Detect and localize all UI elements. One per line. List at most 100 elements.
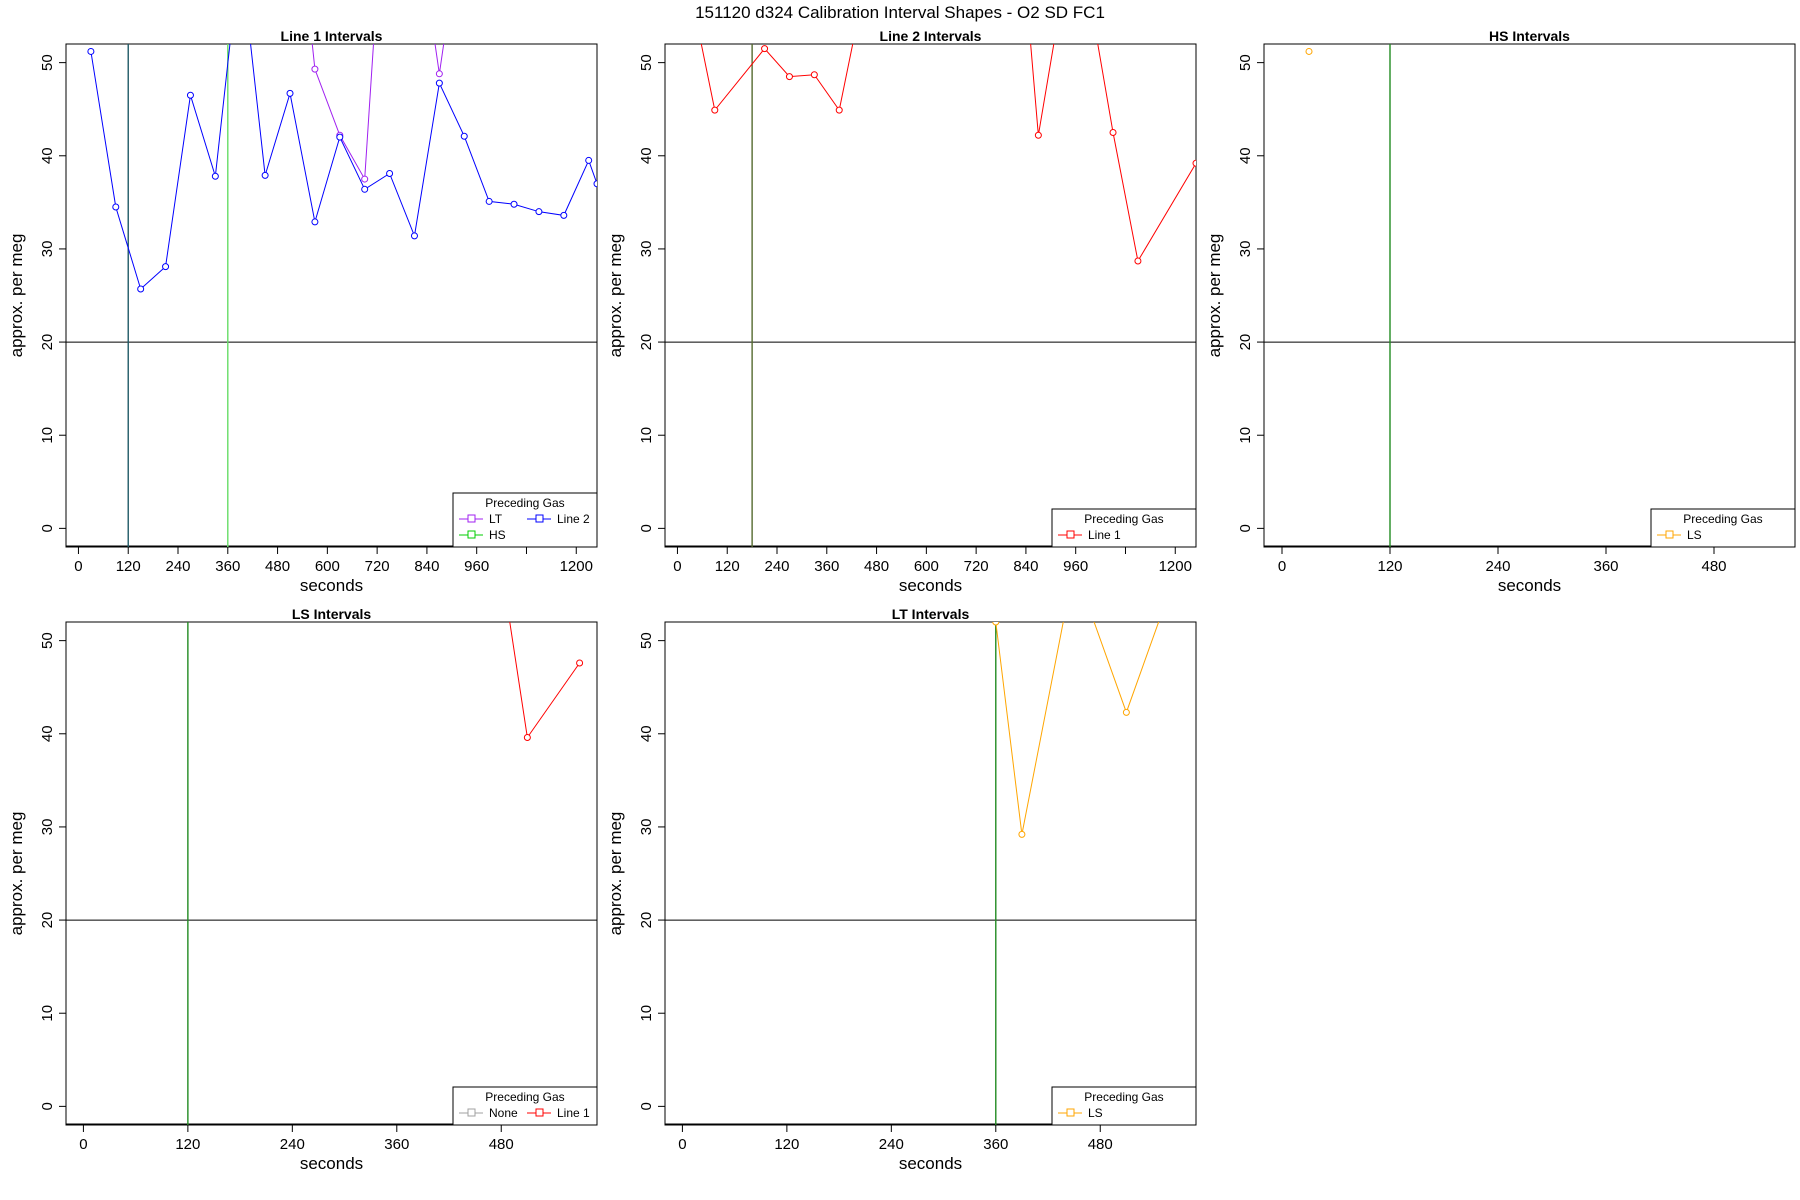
y-axis-label: approx. per meg xyxy=(606,234,625,358)
x-tick-label: 840 xyxy=(1013,558,1038,575)
legend-entry-label: None xyxy=(489,1106,518,1120)
legend-swatch-marker xyxy=(1665,530,1674,539)
y-tick-label: 20 xyxy=(638,912,655,929)
series-line-line-2 xyxy=(90,44,597,290)
legend: Preceding Gas LS xyxy=(1650,508,1796,548)
data-point xyxy=(992,622,1000,626)
x-tick-label: 720 xyxy=(964,558,989,575)
legend-swatch-marker xyxy=(467,530,476,539)
y-tick-label: 20 xyxy=(39,334,56,351)
chart-panel-2: Line 2 Intervals 0 120 240 360 480 600 720 840 96… xyxy=(606,28,1197,595)
x-tick-label: 960 xyxy=(1063,558,1088,575)
y-tick-label: 50 xyxy=(39,632,56,649)
data-point xyxy=(485,197,493,205)
legend-title: Preceding Gas xyxy=(1084,512,1163,526)
data-point xyxy=(410,232,418,240)
data-point xyxy=(523,734,531,742)
x-tick-label: 1200 xyxy=(560,558,593,575)
data-point xyxy=(761,45,769,53)
data-point xyxy=(510,200,518,208)
data-point xyxy=(361,175,369,183)
x-tick-label: 840 xyxy=(414,558,439,575)
legend-title: Preceding Gas xyxy=(1084,1090,1163,1104)
series-line-ls xyxy=(995,622,1160,835)
data-point xyxy=(386,169,394,177)
x-axis-label: seconds xyxy=(899,576,962,595)
series-line-line-1 xyxy=(700,44,1196,263)
y-tick-label: 30 xyxy=(638,241,655,258)
y-tick-label: 20 xyxy=(1237,334,1254,351)
x-tick-label: 240 xyxy=(764,558,789,575)
series-line-line-1 xyxy=(509,622,580,739)
series-group xyxy=(87,44,597,293)
panel-title: HS Intervals xyxy=(1489,28,1570,44)
x-tick-label: 1200 xyxy=(1159,558,1192,575)
x-axis-label: seconds xyxy=(899,1154,962,1173)
chart-panel-4: LS Intervals 0 120 240 360 480 0 10 20 30 40 50 seco… xyxy=(7,606,598,1173)
x-axis-label: seconds xyxy=(300,1154,363,1173)
plot-frame xyxy=(65,43,598,548)
legend-entry-label: LS xyxy=(1088,1106,1103,1120)
data-point xyxy=(435,79,443,87)
x-tick-label: 960 xyxy=(464,558,489,575)
legend-entry-label: Line 1 xyxy=(557,1106,590,1120)
y-tick-label: 50 xyxy=(1237,54,1254,71)
legend: Preceding Gas None Line 1 xyxy=(452,1086,598,1126)
y-tick-label: 0 xyxy=(1237,524,1254,532)
data-point xyxy=(711,106,719,114)
y-tick-label: 40 xyxy=(1237,147,1254,164)
legend-swatch-marker xyxy=(535,514,544,523)
data-point xyxy=(560,211,568,219)
legend-entry-label: Line 2 xyxy=(557,512,590,526)
plot-frame xyxy=(1263,43,1796,548)
legend-swatch-marker xyxy=(535,1108,544,1117)
data-point xyxy=(1134,257,1142,265)
x-tick-label: 480 xyxy=(265,558,290,575)
panel-title: LS Intervals xyxy=(292,606,372,622)
y-tick-label: 20 xyxy=(39,912,56,929)
y-tick-label: 30 xyxy=(1237,241,1254,258)
series-group xyxy=(700,44,1196,265)
plot-frame xyxy=(664,621,1197,1126)
legend-entry-label: LS xyxy=(1687,528,1702,542)
y-tick-label: 30 xyxy=(39,241,56,258)
data-point xyxy=(336,133,344,141)
legend-box xyxy=(452,1086,598,1126)
x-tick-label: 0 xyxy=(74,558,82,575)
legend-entry-label: LT xyxy=(489,512,503,526)
x-axis-label: seconds xyxy=(1498,576,1561,595)
data-point xyxy=(460,132,468,140)
y-tick-label: 10 xyxy=(1237,427,1254,444)
data-point xyxy=(311,218,319,226)
legend-swatch-marker xyxy=(467,1108,476,1117)
y-tick-label: 0 xyxy=(39,1102,56,1110)
legend-swatch-marker xyxy=(1066,530,1075,539)
x-tick-label: 480 xyxy=(1088,1136,1113,1153)
x-tick-label: 240 xyxy=(1485,558,1510,575)
y-axis-label: approx. per meg xyxy=(7,812,26,936)
data-point xyxy=(585,156,593,164)
y-tick-label: 40 xyxy=(638,725,655,742)
series-group xyxy=(509,622,584,742)
y-tick-label: 20 xyxy=(638,334,655,351)
y-tick-label: 10 xyxy=(638,1005,655,1022)
y-axis-label: approx. per meg xyxy=(1205,234,1224,358)
x-tick-label: 360 xyxy=(983,1136,1008,1153)
legend: Preceding Gas LS xyxy=(1051,1086,1197,1126)
data-point xyxy=(810,71,818,79)
y-tick-label: 30 xyxy=(638,819,655,836)
chart-panel-3: HS Intervals 0 120 240 360 480 0 10 20 30 40 50 seco… xyxy=(1205,28,1796,595)
data-point xyxy=(1018,830,1026,838)
y-tick-label: 40 xyxy=(39,725,56,742)
legend-title: Preceding Gas xyxy=(1683,512,1762,526)
data-point xyxy=(535,208,543,216)
x-tick-label: 120 xyxy=(175,1136,200,1153)
series-group xyxy=(1305,47,1313,55)
x-tick-label: 120 xyxy=(715,558,740,575)
y-tick-label: 50 xyxy=(638,54,655,71)
data-point xyxy=(785,73,793,81)
x-tick-label: 0 xyxy=(79,1136,87,1153)
x-tick-label: 360 xyxy=(215,558,240,575)
x-tick-label: 0 xyxy=(673,558,681,575)
data-point xyxy=(435,70,443,78)
